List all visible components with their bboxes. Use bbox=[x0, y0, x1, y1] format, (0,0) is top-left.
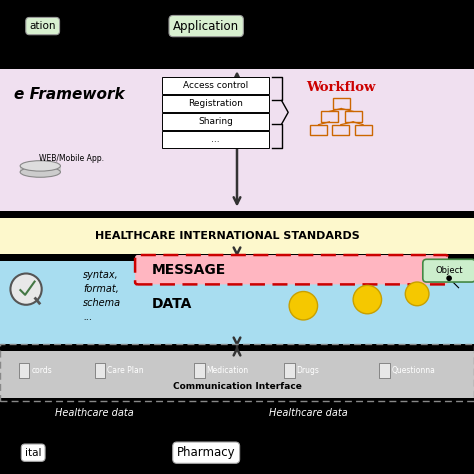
Bar bbox=[345, 111, 362, 122]
Bar bbox=[321, 111, 338, 122]
FancyBboxPatch shape bbox=[379, 363, 390, 378]
Text: ital: ital bbox=[25, 447, 41, 458]
Bar bbox=[310, 125, 327, 135]
Circle shape bbox=[10, 273, 42, 305]
Bar bbox=[0, 344, 474, 351]
Bar bbox=[162, 77, 269, 94]
Text: Pharmacy: Pharmacy bbox=[177, 446, 236, 459]
Bar bbox=[0, 0, 474, 62]
Text: Application: Application bbox=[173, 19, 239, 33]
FancyBboxPatch shape bbox=[284, 363, 295, 378]
Circle shape bbox=[289, 292, 318, 320]
Text: WEB/Mobile App.: WEB/Mobile App. bbox=[38, 155, 104, 163]
Circle shape bbox=[353, 285, 382, 314]
Bar bbox=[20, 166, 61, 172]
FancyBboxPatch shape bbox=[135, 255, 448, 284]
FancyBboxPatch shape bbox=[19, 363, 29, 378]
Bar bbox=[332, 125, 349, 135]
Text: Workflow: Workflow bbox=[307, 81, 376, 94]
Text: ation: ation bbox=[29, 21, 56, 31]
Bar bbox=[0, 69, 474, 211]
Ellipse shape bbox=[20, 161, 61, 171]
Text: MESSAGE: MESSAGE bbox=[152, 263, 226, 277]
Bar bbox=[0, 344, 474, 401]
Text: Object: Object bbox=[435, 266, 463, 275]
Bar bbox=[0, 261, 474, 344]
Bar bbox=[0, 211, 474, 218]
Bar bbox=[0, 434, 474, 474]
FancyBboxPatch shape bbox=[423, 259, 474, 282]
Text: Communication Interface: Communication Interface bbox=[173, 382, 301, 391]
Text: e Framework: e Framework bbox=[14, 87, 125, 102]
Bar bbox=[0, 398, 474, 434]
Text: HEALTHCARE INTERNATIONAL STANDARDS: HEALTHCARE INTERNATIONAL STANDARDS bbox=[95, 231, 360, 241]
Text: ...: ... bbox=[211, 135, 220, 144]
Bar bbox=[162, 113, 269, 130]
Text: syntax,
format,
schema
...: syntax, format, schema ... bbox=[83, 270, 121, 322]
Ellipse shape bbox=[20, 167, 61, 177]
Text: Healthcare data: Healthcare data bbox=[55, 408, 134, 419]
Text: Access control: Access control bbox=[183, 81, 248, 90]
FancyBboxPatch shape bbox=[194, 363, 205, 378]
Bar bbox=[162, 131, 269, 148]
Bar bbox=[0, 351, 474, 398]
Circle shape bbox=[405, 282, 429, 306]
Bar bbox=[0, 62, 474, 69]
Text: DATA: DATA bbox=[152, 297, 192, 311]
Text: Medication: Medication bbox=[207, 366, 249, 375]
Text: cords: cords bbox=[31, 366, 52, 375]
Bar bbox=[0, 254, 474, 261]
Circle shape bbox=[447, 275, 452, 281]
Text: Drugs: Drugs bbox=[297, 366, 319, 375]
Bar bbox=[333, 98, 350, 109]
Text: Registration: Registration bbox=[188, 99, 243, 108]
Text: Questionna: Questionna bbox=[392, 366, 436, 375]
Text: Healthcare data: Healthcare data bbox=[269, 408, 347, 419]
Bar bbox=[162, 95, 269, 112]
FancyBboxPatch shape bbox=[95, 363, 105, 378]
Text: Care Plan: Care Plan bbox=[107, 366, 144, 375]
Text: Sharing: Sharing bbox=[198, 117, 233, 126]
Bar bbox=[355, 125, 372, 135]
Bar bbox=[0, 218, 474, 254]
